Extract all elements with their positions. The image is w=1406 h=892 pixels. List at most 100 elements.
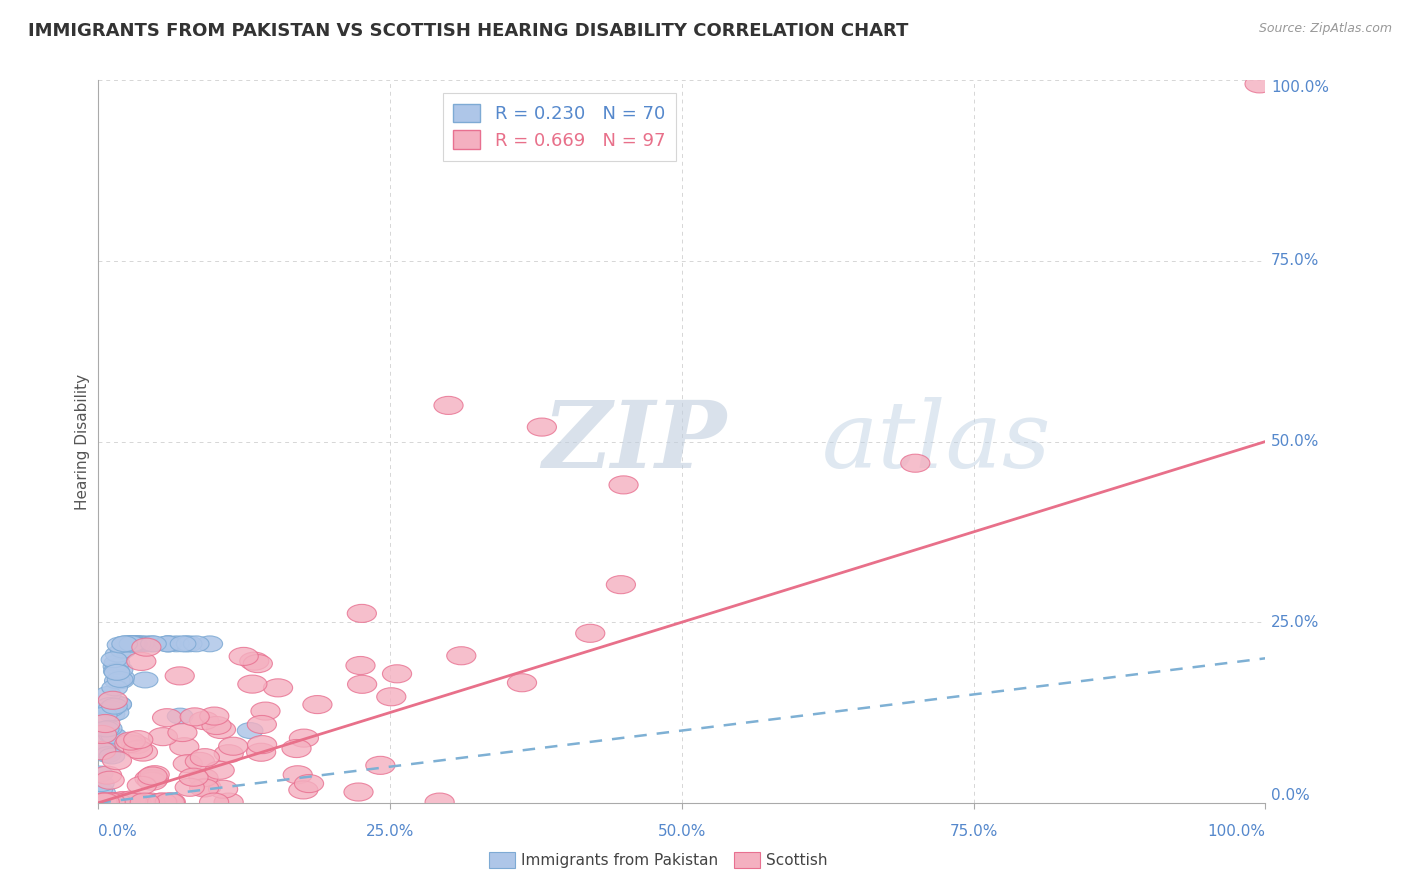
- Ellipse shape: [170, 738, 198, 756]
- Ellipse shape: [103, 705, 129, 721]
- Ellipse shape: [107, 672, 134, 688]
- Ellipse shape: [132, 672, 157, 688]
- Ellipse shape: [200, 793, 229, 811]
- Ellipse shape: [117, 636, 142, 652]
- Ellipse shape: [247, 715, 277, 733]
- Ellipse shape: [104, 673, 131, 689]
- Ellipse shape: [425, 793, 454, 811]
- Ellipse shape: [121, 793, 150, 811]
- Ellipse shape: [139, 770, 169, 788]
- Ellipse shape: [191, 778, 221, 797]
- Ellipse shape: [139, 636, 165, 652]
- Ellipse shape: [103, 793, 131, 811]
- Ellipse shape: [87, 741, 115, 760]
- Ellipse shape: [246, 743, 276, 761]
- FancyBboxPatch shape: [489, 852, 515, 868]
- Ellipse shape: [121, 793, 150, 811]
- Ellipse shape: [89, 793, 118, 811]
- Ellipse shape: [609, 475, 638, 494]
- Ellipse shape: [136, 793, 166, 811]
- Ellipse shape: [135, 770, 165, 788]
- Ellipse shape: [131, 793, 159, 811]
- Ellipse shape: [138, 772, 167, 790]
- Text: 0.0%: 0.0%: [1271, 788, 1310, 803]
- Ellipse shape: [134, 636, 159, 652]
- Ellipse shape: [91, 793, 121, 811]
- Ellipse shape: [1244, 75, 1274, 93]
- Ellipse shape: [214, 745, 243, 763]
- Ellipse shape: [127, 652, 156, 671]
- Ellipse shape: [87, 766, 112, 782]
- Ellipse shape: [91, 707, 117, 723]
- Ellipse shape: [200, 707, 229, 725]
- Ellipse shape: [366, 756, 395, 774]
- Ellipse shape: [176, 636, 202, 652]
- Text: 75.0%: 75.0%: [949, 824, 998, 839]
- Y-axis label: Hearing Disability: Hearing Disability: [75, 374, 90, 509]
- Ellipse shape: [176, 778, 204, 797]
- Ellipse shape: [183, 636, 209, 652]
- Ellipse shape: [302, 696, 332, 714]
- Ellipse shape: [141, 636, 166, 652]
- Ellipse shape: [141, 765, 169, 784]
- Ellipse shape: [344, 783, 373, 801]
- Ellipse shape: [377, 688, 406, 706]
- Ellipse shape: [87, 794, 112, 810]
- Text: Immigrants from Pakistan: Immigrants from Pakistan: [520, 853, 718, 868]
- Text: 50.0%: 50.0%: [1271, 434, 1320, 449]
- Ellipse shape: [250, 702, 280, 720]
- Ellipse shape: [155, 793, 184, 811]
- Ellipse shape: [243, 655, 273, 673]
- Ellipse shape: [98, 701, 124, 716]
- Ellipse shape: [111, 793, 141, 811]
- Ellipse shape: [290, 729, 319, 747]
- Ellipse shape: [347, 605, 377, 623]
- Ellipse shape: [97, 698, 122, 714]
- Ellipse shape: [163, 636, 190, 652]
- Ellipse shape: [96, 747, 121, 763]
- Ellipse shape: [90, 785, 115, 800]
- Ellipse shape: [97, 793, 127, 811]
- Ellipse shape: [148, 793, 176, 811]
- Ellipse shape: [97, 793, 127, 811]
- Ellipse shape: [115, 735, 143, 753]
- Text: ZIP: ZIP: [541, 397, 725, 486]
- Text: 25.0%: 25.0%: [1271, 615, 1320, 630]
- Ellipse shape: [214, 793, 243, 811]
- Ellipse shape: [156, 793, 186, 811]
- Ellipse shape: [104, 664, 129, 679]
- Ellipse shape: [229, 648, 259, 665]
- Ellipse shape: [100, 700, 125, 716]
- Text: 100.0%: 100.0%: [1208, 824, 1265, 839]
- Ellipse shape: [283, 765, 312, 784]
- Ellipse shape: [117, 732, 145, 750]
- Ellipse shape: [122, 636, 148, 652]
- Ellipse shape: [190, 712, 219, 730]
- Ellipse shape: [118, 636, 145, 652]
- Ellipse shape: [247, 736, 277, 754]
- Ellipse shape: [108, 793, 138, 811]
- Ellipse shape: [153, 793, 183, 811]
- Ellipse shape: [101, 652, 127, 667]
- Ellipse shape: [93, 733, 120, 748]
- Ellipse shape: [104, 655, 129, 671]
- Ellipse shape: [96, 793, 125, 811]
- Ellipse shape: [122, 636, 148, 652]
- Ellipse shape: [347, 675, 377, 693]
- Ellipse shape: [205, 761, 235, 780]
- Ellipse shape: [901, 454, 929, 472]
- Legend: R = 0.230   N = 70, R = 0.669   N = 97: R = 0.230 N = 70, R = 0.669 N = 97: [443, 93, 676, 161]
- Ellipse shape: [263, 679, 292, 697]
- Ellipse shape: [87, 740, 114, 756]
- Ellipse shape: [103, 752, 132, 770]
- FancyBboxPatch shape: [734, 852, 761, 868]
- Ellipse shape: [207, 721, 236, 739]
- Ellipse shape: [112, 636, 138, 652]
- Ellipse shape: [156, 636, 181, 652]
- Ellipse shape: [190, 779, 219, 797]
- Ellipse shape: [165, 667, 194, 685]
- Ellipse shape: [170, 636, 195, 652]
- Ellipse shape: [128, 743, 157, 761]
- Ellipse shape: [346, 657, 375, 674]
- Text: 25.0%: 25.0%: [366, 824, 415, 839]
